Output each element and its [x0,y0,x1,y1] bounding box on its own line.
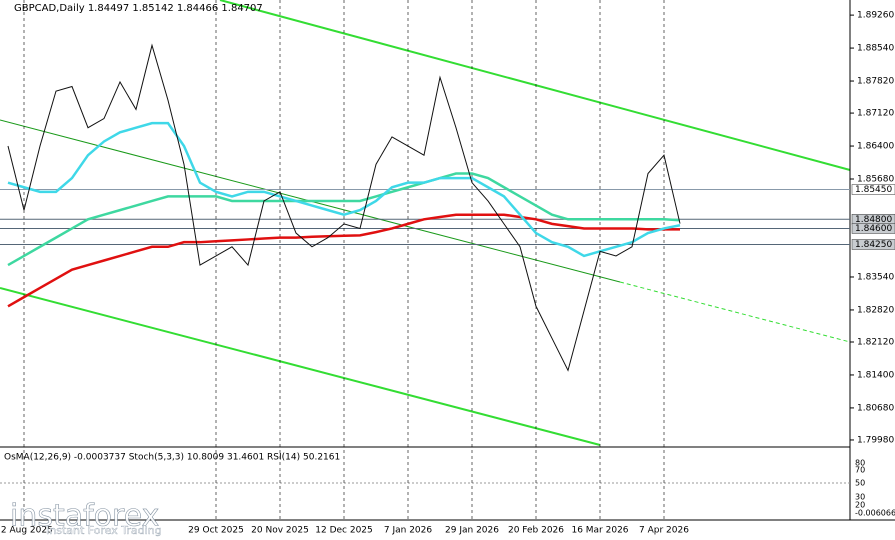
y-tick-label: 1.89260 [857,11,894,21]
x-tick-label: 20 Nov 2025 [251,526,309,536]
channel-line [0,287,601,446]
level-label: 1.84600 [855,224,892,234]
level-box [851,184,895,195]
y-tick-label: 1.85680 [857,175,894,185]
level-box [851,223,895,234]
x-tick-label: 12 Dec 2025 [315,526,373,536]
x-tick-label: 29 Jan 2026 [445,526,499,536]
y-tick-label: 1.80680 [857,403,894,413]
y-tick-label: 1.81400 [857,370,894,380]
level-label: 1.84800 [855,215,892,225]
y-tick-label: 1.88540 [857,44,894,54]
watermark: instaforex [10,499,159,534]
series-line [7,213,680,308]
series-line [7,43,681,372]
level-label: 1.84250 [855,240,892,250]
indicator-tick-label: 70 [855,466,865,475]
x-tick-label: 20 Feb 2026 [508,526,564,536]
channel-mid-ext [619,281,851,343]
watermark-sub: Instant Forex Trading [46,524,162,537]
y-tick-label: 1.82820 [857,305,894,315]
y-tick-label: 1.87120 [857,109,894,119]
series-line [7,172,681,267]
indicator-tick-label: -0.006066 [855,509,895,518]
indicator-label: OsMA(12,26,9) -0.0003737 Stoch(5,3,3) 10… [4,453,340,463]
x-tick-label: 29 Oct 2025 [188,526,244,536]
indicator-tick-label: 20 [855,501,865,510]
indicator-tick-label: 80 [855,459,865,468]
indicator-tick-label: 50 [855,479,865,488]
y-tick-label: 1.79980 [857,435,894,445]
series-line [7,121,681,258]
level-label: 1.85450 [855,185,892,195]
indicator-tick-label: 30 [855,493,865,502]
x-tick-label: 7 Apr 2026 [639,526,689,536]
y-tick-label: 1.87820 [857,77,894,87]
y-tick-label: 1.83540 [857,272,894,282]
level-box [851,239,895,250]
y-tick-label: 1.82120 [857,337,894,347]
x-tick-label: 22 Aug 2025 [0,526,53,536]
x-tick-label: 7 Jan 2026 [384,526,432,536]
channel-line [219,0,851,171]
x-tick-label: 16 Mar 2026 [571,526,628,536]
chart-title: GBPCAD,Daily 1.84497 1.85142 1.84466 1.8… [14,3,263,14]
y-tick-label: 1.86400 [857,142,894,152]
